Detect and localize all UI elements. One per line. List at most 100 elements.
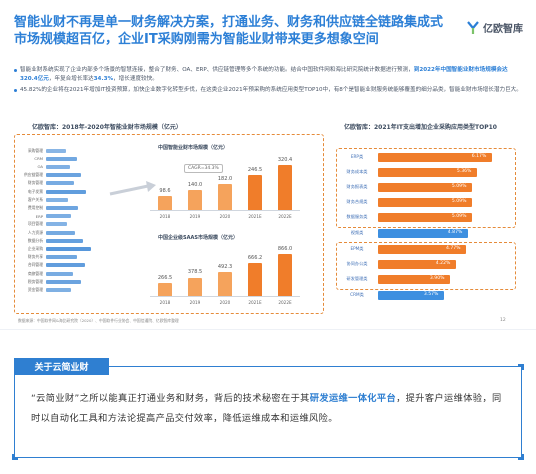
side-bar-row: 财务管理	[28, 180, 74, 186]
ranking-bar	[378, 153, 492, 162]
side-bar	[46, 279, 81, 284]
bullet-item: 智能业财系统实现了企业内部多个场景的智慧连接，整合了财务、OA、ERP、供应链管…	[14, 66, 522, 84]
column-category-label: 2018	[159, 214, 171, 219]
side-bar-row: 客户关系	[28, 197, 69, 202]
side-bar-label: ERP	[35, 213, 43, 219]
chart-column	[248, 175, 262, 210]
side-bar-label: 资金管理	[27, 286, 43, 292]
report-slide: 智能业财不再是单一财务解决方案，打通业务、财务和供应链全链路集成式市场规模超百亿…	[0, 15, 536, 330]
side-bar	[46, 164, 70, 169]
side-bar-row: ERP	[36, 214, 72, 219]
side-bar-label: 项目管理	[27, 221, 43, 227]
ranking-bar	[378, 198, 472, 207]
ranking-value: 5.36%	[456, 169, 472, 174]
column-category-label: 2019	[189, 300, 201, 305]
chart-baseline	[150, 296, 300, 297]
ranking-value: 4.22%	[435, 261, 451, 266]
corner-decoration	[518, 454, 524, 460]
side-bar	[46, 230, 76, 235]
column-value-label: 246.5	[247, 167, 263, 174]
source-note: 数据来源：中国软件网&海比研究院（2020）、中国软件行业协会、中国信通院、亿欧…	[18, 318, 179, 323]
cagr-callout: CAGR=34.3%	[184, 164, 223, 173]
side-bar-label: 人力资源	[27, 229, 43, 235]
side-bar-row: 采购管理	[28, 148, 66, 153]
left-panel-frame	[14, 134, 324, 314]
headline: 智能业财不再是单一财务解决方案，打通业务、财务和供应链全链路集成式市场规模超百亿…	[14, 15, 444, 47]
ranking-value: 3.90%	[429, 276, 445, 281]
column-value-label: 140.0	[187, 182, 203, 189]
ranking-value: 5.09%	[451, 199, 467, 204]
ranking-label: 财务合规类	[346, 199, 368, 204]
side-bar	[46, 197, 69, 202]
side-bar	[46, 263, 86, 268]
column-category-label: 2021E	[248, 300, 262, 305]
chart-column	[188, 190, 202, 210]
saas-size-chart: 266.5 2018 378.5 2019 492.3 2020 666.2 2021E 866…	[150, 245, 300, 305]
side-bar	[46, 214, 72, 219]
column-value-label: 98.6	[159, 188, 171, 195]
bullet-dot-icon	[14, 89, 17, 92]
right-panel-title: 亿欧智库：2021年IT支出增加企业采购应用类型TOP10	[344, 124, 497, 131]
side-bar-row: 合同管理	[28, 262, 86, 268]
side-bar-row: 数据分析	[28, 238, 83, 243]
side-bar-label: OA	[37, 164, 43, 170]
bullet-text: 智能业财系统实现了企业内部多个场景的智慧连接，整合了财务、OA、ERP、供应链管…	[20, 67, 508, 82]
side-bar-row: 资金管理	[28, 287, 71, 292]
side-bar	[46, 205, 79, 210]
column-category-label: 2020	[219, 214, 231, 219]
corner-decoration	[12, 454, 18, 460]
side-bar-label: 电子发票	[27, 188, 43, 194]
side-bar-row: 人力资源	[28, 230, 76, 235]
column-value-label: 666.2	[247, 255, 263, 262]
column-category-label: 2022E	[278, 300, 292, 305]
side-bar-row: 项目管理	[28, 221, 68, 227]
ranking-label: 财务成本类	[346, 169, 368, 174]
column-value-label: 266.5	[157, 274, 173, 281]
side-bar-label: 商旅管理	[27, 270, 43, 276]
market-size-chart: 98.6 2018 140.0 2019 182.0 2020 246.5 2021E 320.…	[150, 156, 300, 219]
chart-baseline	[150, 210, 300, 211]
column-value-label: 866.0	[277, 245, 293, 252]
side-bar-label: 财务共享	[27, 254, 43, 260]
bullet-text: 45.82%的企业将在2021年增加IT投资预算，加快企业数字化转型步伐，在这类…	[20, 87, 522, 93]
about-text: “云简业财”之所以能真正打通业务和财务，背后的技术秘密在于其研发运维一体化平台，…	[31, 393, 502, 424]
side-bar-row: 商旅管理	[28, 271, 73, 276]
ranking-value: 4.77%	[445, 246, 461, 251]
ranking-bar	[378, 275, 450, 284]
side-bar-label: CRM	[34, 156, 43, 162]
side-bar-row: 财务共享	[28, 254, 78, 260]
side-bar	[46, 181, 74, 186]
column-category-label: 2021E	[248, 214, 262, 219]
side-bar	[46, 189, 87, 194]
column-value-label: 378.5	[187, 269, 203, 276]
ranking-label: 财务报表类	[346, 184, 368, 189]
ranking-label: 视频类	[350, 230, 364, 235]
bullet-list: 智能业财系统实现了企业内部多个场景的智慧连接，整合了财务、OA、ERP、供应链管…	[14, 66, 522, 97]
ranking-bar	[378, 229, 468, 238]
side-bar	[46, 148, 66, 153]
ranking-value: 5.09%	[451, 184, 467, 189]
side-bar-label: 采购管理	[27, 147, 43, 153]
chart1-title: 中国智能业财市场规模（亿元）	[158, 145, 229, 151]
chart-column	[278, 164, 292, 210]
left-panel-title: 亿欧智库：2018年-2020年智能业财市场规模（亿元）	[32, 124, 182, 131]
side-bar-label: 合同管理	[27, 262, 43, 268]
chart-column	[158, 282, 172, 296]
side-bar	[46, 246, 91, 251]
side-bar-row: 电子发票	[28, 189, 87, 194]
side-bar	[46, 222, 68, 227]
bullet-item: 45.82%的企业将在2021年增加IT投资预算，加快企业数字化转型步伐，在这类…	[14, 86, 522, 95]
side-bar	[46, 287, 71, 292]
side-bar-label: 供应链管理	[24, 172, 43, 178]
ranking-value: 5.09%	[451, 214, 467, 219]
column-category-label: 2018	[159, 300, 171, 305]
side-bar	[46, 173, 81, 178]
side-bar	[46, 255, 78, 260]
column-category-label: 2022E	[278, 214, 292, 219]
ranking-label: 数据服务类	[346, 214, 368, 219]
about-card: “云简业财”之所以能真正打通业务和财务，背后的技术秘密在于其研发运维一体化平台，…	[12, 364, 524, 460]
arrow-icon	[109, 181, 156, 196]
side-bar	[46, 271, 73, 276]
ranking-bar	[378, 213, 472, 222]
column-category-label: 2019	[189, 214, 201, 219]
